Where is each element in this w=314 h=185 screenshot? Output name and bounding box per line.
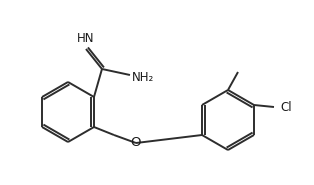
Text: NH₂: NH₂ (132, 70, 154, 83)
Text: O: O (131, 137, 141, 149)
Text: HN: HN (77, 32, 95, 45)
Text: Cl: Cl (280, 100, 292, 114)
